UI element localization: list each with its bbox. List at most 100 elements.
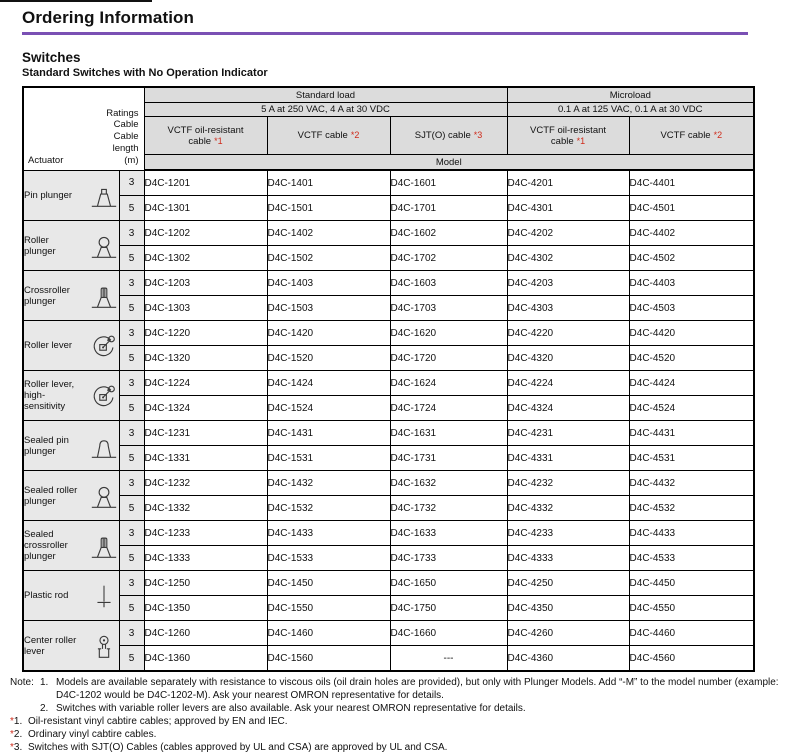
model-cell: D4C-1432 bbox=[266, 470, 391, 496]
model-cell: D4C-1750 bbox=[389, 595, 508, 621]
crossroller-plunger-icon bbox=[89, 532, 119, 560]
model-cell: D4C-4431 bbox=[628, 420, 755, 446]
cable-column-header: VCTF oil-resistant cable *1 bbox=[506, 116, 630, 155]
cable-length-label-line2: length bbox=[112, 142, 139, 154]
cable-length-cell: 5 bbox=[118, 595, 145, 621]
model-cell: D4C-4532 bbox=[628, 495, 755, 521]
cable-length-cell: 3 bbox=[118, 620, 145, 646]
model-cell: D4C-4403 bbox=[628, 270, 755, 296]
model-cell: D4C-1224 bbox=[143, 370, 268, 396]
model-cell: D4C-1250 bbox=[143, 570, 268, 596]
footnote-ref: *2 bbox=[350, 130, 360, 140]
model-cell: D4C-4432 bbox=[628, 470, 755, 496]
cable-length-cell: 5 bbox=[118, 495, 145, 521]
cable-length-cell: 3 bbox=[118, 220, 145, 246]
model-cell: D4C-1231 bbox=[143, 420, 268, 446]
actuator-cell: Roller lever bbox=[22, 320, 120, 371]
cable-length-label-line1: Cable bbox=[113, 131, 139, 143]
model-cell: D4C-1501 bbox=[266, 195, 391, 221]
model-cell: D4C-4203 bbox=[506, 270, 630, 296]
model-cell: D4C-1232 bbox=[143, 470, 268, 496]
model-cell: D4C-1402 bbox=[266, 220, 391, 246]
table-row: Roller lever 3 D4C-1220 D4C-1420 D4C-1620 D4C… bbox=[22, 320, 755, 371]
note-text: Models are available separately with res… bbox=[56, 677, 779, 701]
actuator-label: Sealed pin plunger bbox=[24, 434, 69, 457]
model-cell: D4C-4501 bbox=[628, 195, 755, 221]
sealed-pin-plunger-icon bbox=[89, 432, 119, 460]
footnote-item: *3. Switches with SJT(O) Cables (cables … bbox=[10, 741, 790, 754]
table-row: Sealed pin plunger 3 D4C-1231 D4C-1431 D4C-1… bbox=[22, 420, 755, 471]
cable-length-cell: 3 bbox=[118, 370, 145, 396]
table-row: Pin plunger 3 D4C-1201 D4C-1401 D4C-1601 D4C-… bbox=[22, 169, 755, 221]
footnote-marker: *3. bbox=[10, 742, 23, 753]
model-cell: D4C-1731 bbox=[389, 445, 508, 471]
actuator-label: Roller lever bbox=[24, 340, 73, 351]
model-cell: D4C-1624 bbox=[389, 370, 508, 396]
model-cell: D4C-4503 bbox=[628, 295, 755, 321]
model-cell: D4C-1360 bbox=[143, 645, 268, 672]
table-row: 5 D4C-1324 D4C-1524 D4C-1724 D4C-4324 D4C-452… bbox=[23, 395, 755, 421]
cable-column-header: VCTF cable *2 bbox=[628, 116, 755, 155]
cable-length-cell: 3 bbox=[118, 169, 145, 196]
ratings-label: Ratings bbox=[106, 107, 139, 119]
cable-label: Cable bbox=[113, 119, 139, 131]
actuator-cell: Sealed roller plunger bbox=[22, 470, 120, 521]
model-cell: D4C-1633 bbox=[389, 520, 508, 546]
cable-length-cell: 5 bbox=[118, 295, 145, 321]
actuator-column-label: Actuator bbox=[28, 154, 64, 166]
roller-lever-icon bbox=[89, 332, 119, 360]
footnote-ref: *1 bbox=[576, 135, 586, 146]
model-cell: D4C-1233 bbox=[143, 520, 268, 546]
actuator-label: Roller plunger bbox=[24, 234, 56, 257]
roller-plunger-icon bbox=[89, 482, 119, 510]
model-cell: D4C-4533 bbox=[628, 545, 755, 571]
cable-length-cell: 3 bbox=[118, 420, 145, 446]
model-cell: D4C-1450 bbox=[266, 570, 391, 596]
model-header-row: Model bbox=[23, 154, 755, 171]
footnote-ref: *3 bbox=[473, 130, 483, 140]
actuator-cell: Roller lever, high-sensitivity bbox=[22, 370, 120, 421]
model-cell: D4C-4360 bbox=[506, 645, 630, 672]
model-cell: D4C-1324 bbox=[143, 395, 268, 421]
model-cell: D4C-1533 bbox=[266, 545, 391, 571]
model-cell: D4C-1460 bbox=[266, 620, 391, 646]
table-row: Sealed crossroller plunger 3 D4C-1233 D4C-1… bbox=[22, 520, 755, 571]
footnote-item: *2. Ordinary vinyl cabtire cables. bbox=[10, 728, 790, 741]
model-cell: D4C-4202 bbox=[506, 220, 630, 246]
cable-length-cell: 5 bbox=[118, 345, 145, 371]
actuator-cell: Crossroller plunger bbox=[22, 270, 120, 321]
model-cell: D4C-1601 bbox=[389, 169, 508, 196]
model-cell: D4C-4232 bbox=[506, 470, 630, 496]
model-cell: D4C-4550 bbox=[628, 595, 755, 621]
table-row: 5 D4C-1301 D4C-1501 D4C-1701 D4C-4301 D4C-450… bbox=[23, 195, 755, 221]
table-row: 5 D4C-1320 D4C-1520 D4C-1720 D4C-4320 D4C-452… bbox=[23, 345, 755, 371]
actuator-cell: Sealed pin plunger bbox=[22, 420, 120, 471]
cable-length-cell: 5 bbox=[118, 645, 145, 672]
model-cell: D4C-1603 bbox=[389, 270, 508, 296]
table-row: 5 D4C-1303 D4C-1503 D4C-1703 D4C-4303 D4C-450… bbox=[23, 295, 755, 321]
footnote-ref: *2 bbox=[713, 130, 723, 140]
cable-column-header: VCTF oil-resistant cable *1 bbox=[143, 116, 268, 155]
model-cell: D4C-1201 bbox=[143, 169, 268, 196]
model-cell: D4C-1660 bbox=[389, 620, 508, 646]
model-cell: D4C-1320 bbox=[143, 345, 268, 371]
pin-plunger-icon bbox=[89, 181, 119, 209]
actuator-label: Sealed crossroller plunger bbox=[24, 529, 68, 562]
actuator-cell: Plastic rod bbox=[22, 570, 120, 621]
load-group-standard: Standard load bbox=[143, 86, 508, 103]
actuator-label: Roller lever, high-sensitivity bbox=[24, 379, 75, 412]
cable-column-header: SJT(O) cable *3 bbox=[389, 116, 508, 155]
model-cell: D4C-1332 bbox=[143, 495, 268, 521]
model-cell: D4C-1532 bbox=[266, 495, 391, 521]
model-cell: D4C-4524 bbox=[628, 395, 755, 421]
table-row: 5 D4C-1302 D4C-1502 D4C-1702 D4C-4302 D4C-450… bbox=[23, 245, 755, 271]
model-cell: D4C-1301 bbox=[143, 195, 268, 221]
model-cell: D4C-4250 bbox=[506, 570, 630, 596]
model-cell: D4C-4424 bbox=[628, 370, 755, 396]
cable-length-cell: 3 bbox=[118, 470, 145, 496]
model-cell: D4C-4402 bbox=[628, 220, 755, 246]
footnote-marker: *2. bbox=[10, 729, 23, 740]
model-cell: D4C-1520 bbox=[266, 345, 391, 371]
actuator-label: Center roller lever bbox=[24, 634, 77, 657]
note-number: 2. bbox=[40, 703, 49, 714]
